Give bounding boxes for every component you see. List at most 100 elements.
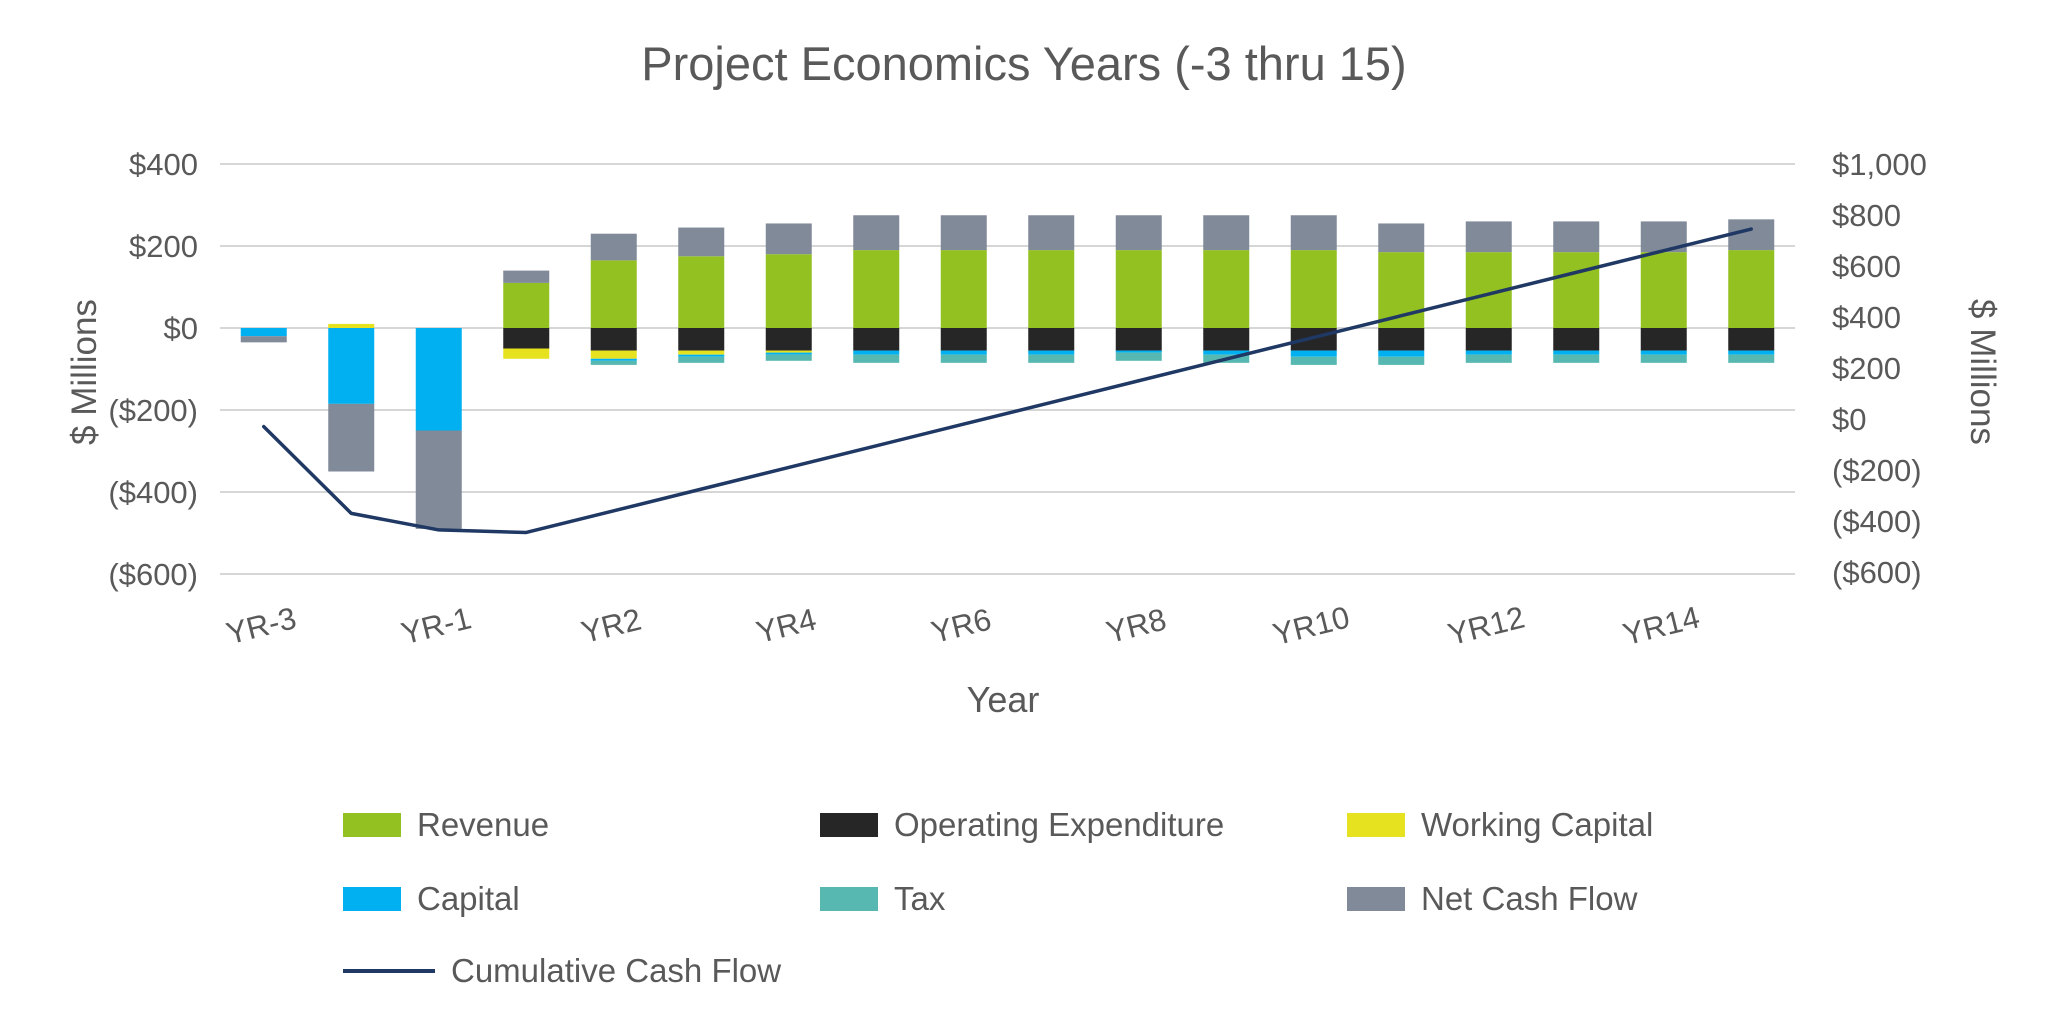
bar-segment-capital-yr9 xyxy=(1203,350,1250,355)
bar-segment-operating-expenditure-yr9 xyxy=(1203,328,1250,351)
right-axis-tick-label: $600 xyxy=(1832,249,1901,284)
bar-segment-net-cash-flow-yr-1 xyxy=(415,430,462,529)
bar-segment-revenue-yr8 xyxy=(1115,250,1162,328)
bar-segment-net-cash-flow-yr1 xyxy=(503,270,550,283)
right-axis-tick-label: ($400) xyxy=(1832,504,1922,539)
bar-segment-net-cash-flow-yr2 xyxy=(590,233,637,261)
legend-label-operating-expenditure: Operating Expenditure xyxy=(894,806,1225,843)
legend-swatch-operating-expenditure xyxy=(820,813,878,837)
right-axis-tick-label: $400 xyxy=(1832,300,1901,335)
chart-title: Project Economics Years (-3 thru 15) xyxy=(641,37,1407,90)
bar-segment-operating-expenditure-yr6 xyxy=(940,328,987,351)
bar-segment-capital-yr-2 xyxy=(328,328,375,404)
bar-segment-revenue-yr1 xyxy=(503,282,550,328)
bar-segment-revenue-yr4 xyxy=(765,254,812,328)
x-axis-tick-label: YR6 xyxy=(928,602,995,651)
bar-segment-operating-expenditure-yr4 xyxy=(765,328,812,351)
bar-segment-capital-yr3 xyxy=(678,354,725,357)
legend-item-revenue: Revenue xyxy=(343,806,549,844)
legend-label-net-cash-flow: Net Cash Flow xyxy=(1421,880,1638,917)
legend-label-tax: Tax xyxy=(894,880,946,917)
bar-segment-tax-yr4 xyxy=(765,354,812,361)
cumulative-cash-flow-line xyxy=(262,227,1753,535)
bar-segment-operating-expenditure-yr10 xyxy=(1290,328,1337,351)
left-axis-tick-label: $0 xyxy=(164,311,198,346)
bar-segment-tax-yr12 xyxy=(1465,354,1512,363)
bar-segment-working-capital-yr4 xyxy=(765,350,812,353)
bar-segment-capital-yr2 xyxy=(590,358,637,361)
bar-segment-net-cash-flow-yr12 xyxy=(1465,221,1512,253)
legend-label-cumulative-cash-flow: Cumulative Cash Flow xyxy=(451,952,782,989)
legend-label-revenue: Revenue xyxy=(417,806,550,843)
legend-swatch-cumulative-cash-flow xyxy=(343,969,435,973)
right-axis-tick-label: $1,000 xyxy=(1832,147,1927,182)
bar-segment-capital-yr7 xyxy=(1028,350,1075,355)
bar-segment-net-cash-flow-yr8 xyxy=(1115,215,1162,251)
x-axis-tick-label: YR14 xyxy=(1619,599,1703,652)
bar-segment-tax-yr7 xyxy=(1028,354,1075,363)
x-axis-tick-label: YR4 xyxy=(753,602,820,651)
bar-segment-operating-expenditure-yr3 xyxy=(678,328,725,351)
bar-segment-net-cash-flow-yr5 xyxy=(853,215,900,251)
bar-segment-operating-expenditure-yr11 xyxy=(1378,328,1425,351)
bar-segment-operating-expenditure-yr7 xyxy=(1028,328,1075,351)
bar-segment-net-cash-flow-yr10 xyxy=(1290,215,1337,251)
left-axis-tick-label: ($600) xyxy=(108,557,198,592)
bar-segment-tax-yr5 xyxy=(853,354,900,363)
bar-segment-revenue-yr15 xyxy=(1728,250,1775,328)
right-axis-tick-label: $800 xyxy=(1832,198,1901,233)
left-axis-title: $ Millions xyxy=(65,299,104,445)
left-axis-tick-label: ($200) xyxy=(108,393,198,428)
bar-segment-operating-expenditure-yr1 xyxy=(503,328,550,349)
bar-segment-capital-yr5 xyxy=(853,350,900,355)
bar-segment-revenue-yr5 xyxy=(853,250,900,328)
bar-segment-tax-yr10 xyxy=(1290,356,1337,365)
bar-segment-capital-yr11 xyxy=(1378,350,1425,357)
bar-segment-net-cash-flow-yr15 xyxy=(1728,219,1775,251)
bar-segment-revenue-yr10 xyxy=(1290,250,1337,328)
bar-segment-net-cash-flow-yr4 xyxy=(765,223,812,255)
bar-segment-tax-yr8 xyxy=(1115,352,1162,361)
legend-swatch-tax xyxy=(820,887,878,911)
bar-segment-revenue-yr2 xyxy=(590,260,637,328)
bar-segment-tax-yr13 xyxy=(1553,354,1600,363)
left-axis-tick-label: $400 xyxy=(129,147,198,182)
bar-segment-net-cash-flow-yr3 xyxy=(678,227,725,257)
left-axis-tick-label: ($400) xyxy=(108,475,198,510)
bar-segment-revenue-yr7 xyxy=(1028,250,1075,328)
bar-segment-operating-expenditure-yr14 xyxy=(1640,328,1687,351)
bar-segment-net-cash-flow-yr-2 xyxy=(328,403,375,472)
bar-segment-tax-yr2 xyxy=(590,360,637,365)
legend-item-cumulative-cash-flow: Cumulative Cash Flow xyxy=(343,952,781,990)
x-axis-tick-label: YR10 xyxy=(1269,599,1353,652)
bar-segment-capital-yr-1 xyxy=(415,328,462,431)
bar-segment-revenue-yr14 xyxy=(1640,252,1687,328)
bar-segment-tax-yr14 xyxy=(1640,354,1687,363)
bar-segment-operating-expenditure-yr2 xyxy=(590,328,637,351)
bar-segment-tax-yr11 xyxy=(1378,356,1425,365)
x-axis-tick-label: YR8 xyxy=(1103,602,1170,651)
bar-segment-tax-yr15 xyxy=(1728,354,1775,363)
legend-swatch-working-capital xyxy=(1347,813,1405,837)
bar-segment-revenue-yr6 xyxy=(940,250,987,328)
x-axis-tick-label: YR12 xyxy=(1444,599,1528,652)
bar-segment-revenue-yr13 xyxy=(1553,252,1600,328)
legend-swatch-capital xyxy=(343,887,401,911)
right-axis-tick-label: ($200) xyxy=(1832,453,1922,488)
bar-segment-operating-expenditure-yr5 xyxy=(853,328,900,351)
legend-item-capital: Capital xyxy=(343,880,520,918)
bar-segment-working-capital-yr1 xyxy=(503,348,550,359)
left-axis-tick-label: $200 xyxy=(129,229,198,264)
bar-segment-capital-yr4 xyxy=(765,352,812,355)
x-axis-tick-label: YR2 xyxy=(578,602,645,651)
legend-item-net-cash-flow: Net Cash Flow xyxy=(1347,880,1637,918)
x-axis-tick-label: YR-3 xyxy=(223,600,300,651)
bar-segment-working-capital-yr3 xyxy=(678,350,725,355)
bar-segment-net-cash-flow-yr11 xyxy=(1378,223,1425,253)
bar-segment-net-cash-flow-yr6 xyxy=(940,215,987,251)
bar-segment-capital-yr6 xyxy=(940,350,987,355)
legend-swatch-revenue xyxy=(343,813,401,837)
bar-segment-operating-expenditure-yr12 xyxy=(1465,328,1512,351)
